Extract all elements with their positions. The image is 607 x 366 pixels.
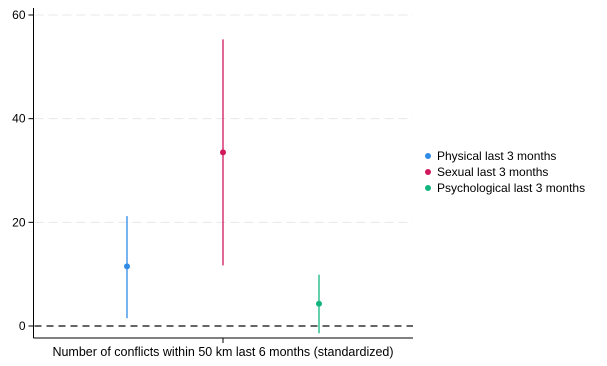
- legend: Physical last 3 months Sexual last 3 mont…: [425, 149, 585, 195]
- legend-marker-psychological: [425, 185, 431, 191]
- legend-marker-physical: [425, 153, 431, 159]
- grid-lines: [34, 14, 413, 223]
- legend-label-physical: Physical last 3 months: [437, 149, 556, 163]
- series-layer: [124, 39, 322, 334]
- x-axis-title: Number of conflicts within 50 km last 6 …: [52, 345, 393, 359]
- axes: [33, 8, 413, 343]
- legend-label-sexual: Sexual last 3 months: [437, 165, 548, 179]
- estimate-point-physical: [124, 263, 130, 270]
- legend-marker-sexual: [425, 169, 431, 175]
- y-tick-label-60: 60: [12, 8, 26, 22]
- y-axis-ticks: 0 20 40 60: [12, 8, 34, 333]
- y-tick-label-20: 20: [12, 215, 26, 229]
- y-tick-label-40: 40: [12, 112, 26, 126]
- estimate-point-sexual: [220, 149, 226, 156]
- estimate-point-psychological: [316, 300, 322, 307]
- legend-label-psychological: Psychological last 3 months: [437, 181, 585, 195]
- y-tick-label-0: 0: [19, 319, 26, 333]
